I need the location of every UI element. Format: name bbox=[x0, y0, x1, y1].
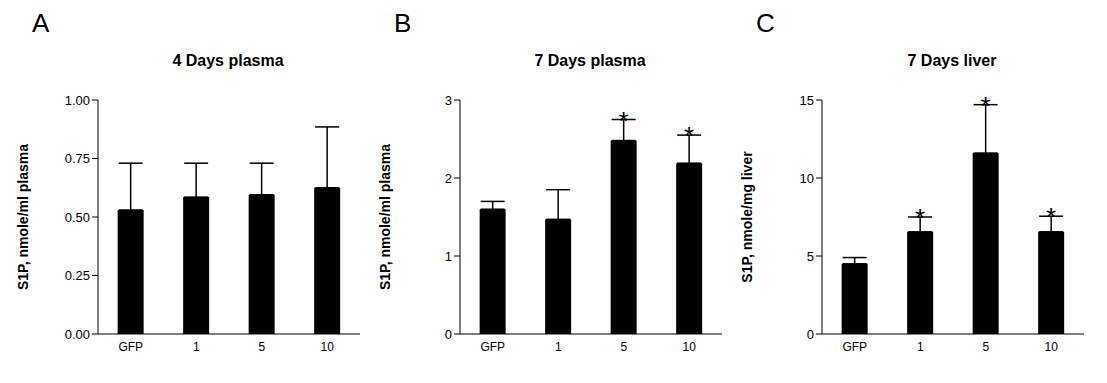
svg-text:S1P, nmole/ml plasma: S1P, nmole/ml plasma bbox=[15, 144, 31, 290]
svg-text:GFP: GFP bbox=[118, 340, 143, 354]
svg-text:*: * bbox=[981, 91, 991, 121]
svg-text:10: 10 bbox=[800, 171, 814, 186]
svg-text:10: 10 bbox=[683, 340, 697, 354]
svg-text:10: 10 bbox=[1045, 340, 1059, 354]
svg-text:1: 1 bbox=[193, 340, 200, 354]
svg-text:*: * bbox=[619, 106, 629, 136]
html-text:7 Days plasma: 7 Days plasma bbox=[534, 52, 646, 69]
html-text:7 Days liver: 7 Days liver bbox=[907, 52, 997, 69]
svg-text:1: 1 bbox=[555, 340, 562, 354]
svg-text:0.75: 0.75 bbox=[65, 151, 90, 166]
svg-text:10: 10 bbox=[321, 340, 335, 354]
svg-text:3: 3 bbox=[445, 93, 452, 108]
svg-text:*: * bbox=[915, 203, 925, 233]
svg-text:GFP: GFP bbox=[842, 340, 867, 354]
svg-text:5: 5 bbox=[620, 340, 627, 354]
svg-text:2: 2 bbox=[445, 171, 452, 186]
svg-text:5: 5 bbox=[982, 340, 989, 354]
svg-text:0.25: 0.25 bbox=[65, 268, 90, 283]
svg-text:0.00: 0.00 bbox=[65, 327, 90, 342]
svg-text:GFP: GFP bbox=[480, 340, 505, 354]
svg-text:0: 0 bbox=[807, 327, 814, 342]
svg-text:1: 1 bbox=[445, 249, 452, 264]
html-text:C: C bbox=[756, 8, 775, 38]
svg-text:5: 5 bbox=[807, 249, 814, 264]
svg-text:0: 0 bbox=[445, 327, 452, 342]
svg-text:5: 5 bbox=[258, 340, 265, 354]
html-text:B: B bbox=[394, 8, 412, 38]
html-text:4 Days plasma: 4 Days plasma bbox=[172, 52, 284, 69]
svg-text:*: * bbox=[684, 121, 694, 151]
svg-text:0.50: 0.50 bbox=[65, 210, 90, 225]
svg-text:1: 1 bbox=[917, 340, 924, 354]
svg-text:1.00: 1.00 bbox=[65, 93, 90, 108]
svg-text:15: 15 bbox=[800, 93, 814, 108]
html-text:A: A bbox=[32, 8, 50, 38]
svg-text:*: * bbox=[1046, 202, 1056, 232]
svg-text:S1P, nmole/ml plasma: S1P, nmole/ml plasma bbox=[377, 144, 393, 290]
svg-text:S1P, nmole/mg liver: S1P, nmole/mg liver bbox=[739, 151, 755, 283]
